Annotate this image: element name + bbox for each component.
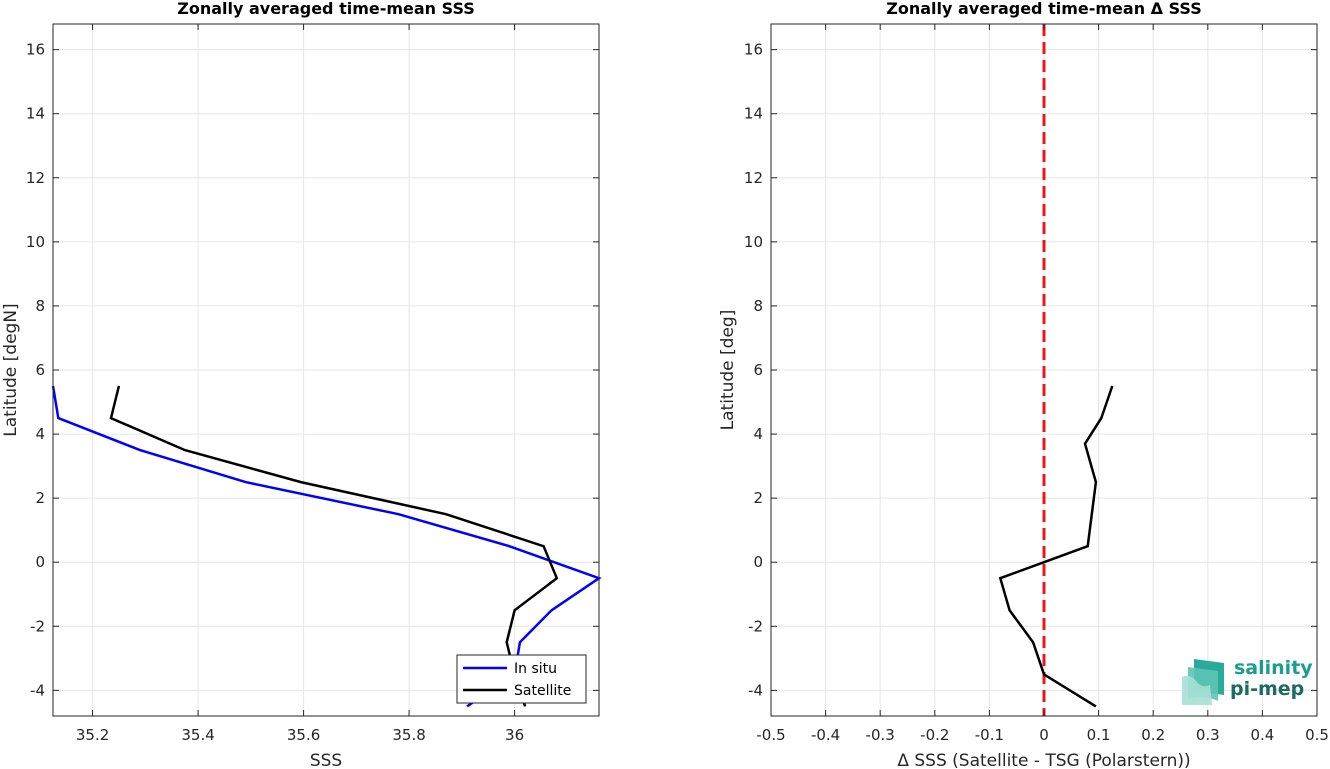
y-tick-label: -2 <box>30 617 45 635</box>
y-tick-label: -4 <box>30 681 45 699</box>
y-tick-label: 12 <box>26 169 45 187</box>
logo-text-salinity: salinity <box>1234 657 1313 679</box>
x-tick-label: 0.3 <box>1196 726 1220 744</box>
legend-label: In situ <box>514 661 557 677</box>
y-tick-label: 14 <box>26 105 45 123</box>
y-tick-label: 2 <box>35 489 45 507</box>
y-tick-label: 14 <box>744 105 763 123</box>
x-tick-label: -0.5 <box>756 726 785 744</box>
y-tick-label: 2 <box>753 489 763 507</box>
x-axis-label: Δ SSS (Satellite - TSG (Polarstern)) <box>897 751 1190 769</box>
right-panel: -0.5 -0.4 -0.3 -0.2 -0.1 0 0.1 0.2 0.3 0.4 0.5 -4 -2… <box>718 0 1329 769</box>
series-line-in-situ <box>51 385 602 708</box>
y-tick-label: 8 <box>753 297 763 315</box>
logo-text-pimep: pi-mep <box>1230 678 1305 700</box>
y-tick-label: 0 <box>753 553 763 571</box>
x-tick-label: 0 <box>1039 726 1049 744</box>
y-tick-label: 10 <box>26 233 45 251</box>
y-axis-label: Latitude [degN] <box>1 303 21 436</box>
y-tick-label: 0 <box>35 553 45 571</box>
x-tick-label: 0.2 <box>1141 726 1165 744</box>
y-tick-label: -2 <box>748 617 763 635</box>
chart-title: Zonally averaged time-mean Δ SSS <box>886 0 1202 18</box>
x-tick-label: 35.4 <box>181 726 214 744</box>
y-tick-label: -4 <box>748 681 763 699</box>
waves-icon <box>1182 659 1224 705</box>
legend-label: Satellite <box>514 683 571 699</box>
y-tick-label: 4 <box>753 425 763 443</box>
y-tick-label: 6 <box>753 361 763 379</box>
series-line-delta-sss <box>998 385 1114 708</box>
y-tick-label: 16 <box>26 41 45 59</box>
series-line-satellite <box>109 385 559 707</box>
x-tick-label: 0.1 <box>1087 726 1111 744</box>
x-tick-label: 0.4 <box>1250 726 1274 744</box>
x-tick-label: 36 <box>505 726 524 744</box>
x-tick-label: -0.3 <box>866 726 895 744</box>
salinity-pimep-logo: salinity pi-mep <box>1180 655 1313 707</box>
x-axis-label: SSS <box>310 751 342 769</box>
y-tick-label: 8 <box>35 297 45 315</box>
y-tick-label: 16 <box>744 41 763 59</box>
grid <box>53 24 599 716</box>
legend-box <box>456 654 587 704</box>
x-tick-label: 35.8 <box>392 726 425 744</box>
y-tick-label: 4 <box>35 425 45 443</box>
legend: In situ Satellite <box>456 654 587 704</box>
x-tick-label: 35.2 <box>76 726 109 744</box>
x-tick-label: 0.5 <box>1305 726 1329 744</box>
y-tick-label: 12 <box>744 169 763 187</box>
y-axis-label: Latitude [deg] <box>718 310 738 431</box>
x-tick-label: -0.1 <box>975 726 1004 744</box>
y-tick-label: 10 <box>744 233 763 251</box>
y-tick-label: 6 <box>35 361 45 379</box>
x-tick-label: -0.2 <box>920 726 949 744</box>
x-tick-label: 35.6 <box>287 726 320 744</box>
chart-title: Zonally averaged time-mean SSS <box>177 0 475 18</box>
x-tick-label: -0.4 <box>811 726 840 744</box>
left-panel: 35.2 35.4 35.6 35.8 36 -4 -2 0 2 4 6 8 10 12 14 16 Zonal… <box>1 0 602 769</box>
